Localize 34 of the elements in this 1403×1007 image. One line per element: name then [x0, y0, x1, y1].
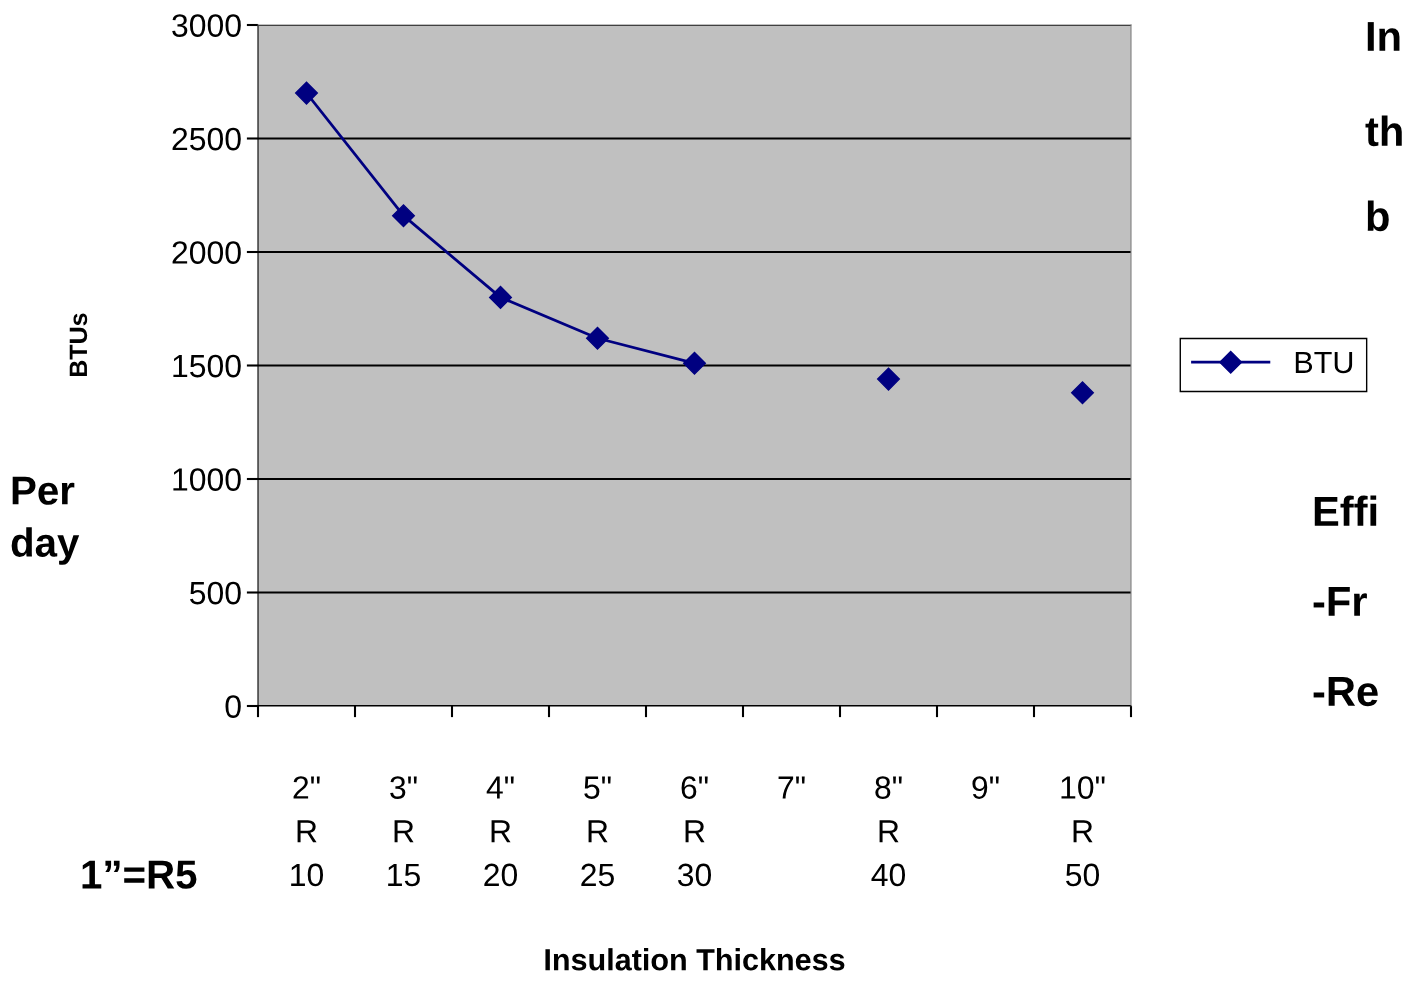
text: Effi — [1314, 495, 1377, 526]
y-tick-label: 1500 — [173, 354, 241, 378]
x-tick-label: 5" R 25 — [581, 776, 614, 887]
point — [392, 204, 415, 228]
y-tick-label: 1000 — [173, 468, 241, 491]
x-tick-label: 3" R 15 — [388, 776, 420, 887]
y-tick-label: 2000 — [172, 241, 241, 264]
legend-label: BTU — [1295, 351, 1353, 374]
x-axis-title: Insulation Thickness — [545, 948, 845, 971]
text: Per day — [11, 476, 80, 565]
y-tick-label: 500 — [190, 581, 241, 605]
y-tick-label: 0 — [225, 695, 241, 718]
point — [1071, 381, 1094, 405]
x-tick-label: 7" — [778, 776, 805, 799]
point — [586, 326, 609, 350]
y-tick-label: 3000 — [172, 14, 241, 37]
y-tick-label: 2500 — [172, 127, 241, 151]
text: -Fr — [1313, 587, 1367, 616]
x-tick-label: 4" R 20 — [484, 776, 518, 887]
x-tick-label: 9" — [972, 776, 999, 799]
x-tick-label: 10" R 50 — [1061, 776, 1105, 887]
text: In — [1367, 22, 1400, 51]
point — [489, 285, 512, 309]
text: b — [1367, 200, 1389, 232]
x-tick-label: 2" R 10 — [291, 776, 324, 887]
text: 1”=R5 — [82, 860, 197, 889]
text: -Re — [1313, 677, 1378, 707]
point — [877, 367, 900, 391]
x-tick-label: 8" R 40 — [871, 776, 906, 887]
text: th — [1365, 115, 1402, 147]
y-axis-title: BTUs — [69, 313, 88, 377]
point — [295, 81, 318, 105]
x-tick-label: 6" R 30 — [677, 776, 712, 887]
point — [683, 351, 706, 375]
